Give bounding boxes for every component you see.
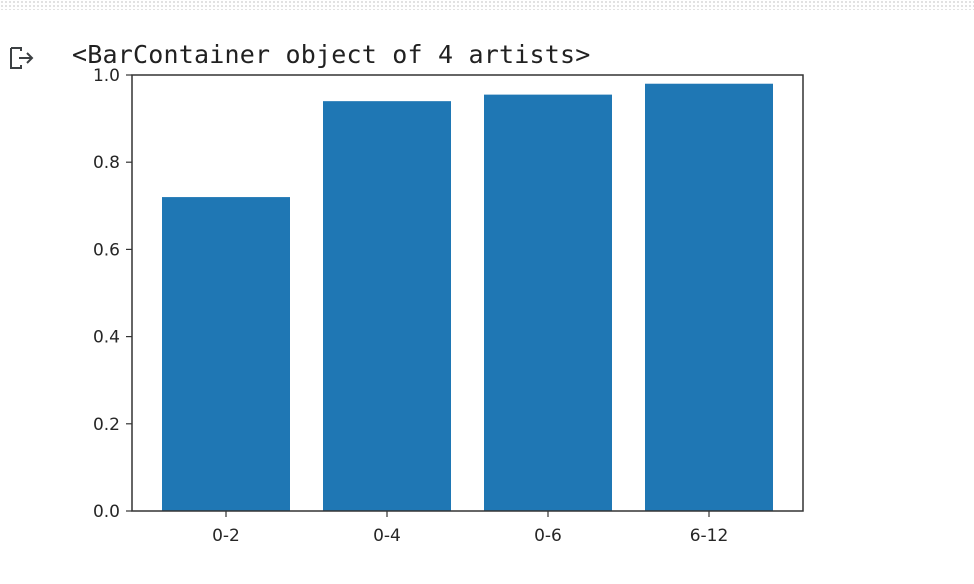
- axes-frame: [131, 74, 804, 512]
- y-tick-label: 0.8: [93, 153, 120, 173]
- x-tick-label: 0-2: [212, 526, 240, 546]
- bar-0-6: [484, 94, 612, 512]
- x-tick-label: 6-12: [690, 526, 729, 546]
- y-tick-label: 0.4: [93, 328, 120, 348]
- y-tick-label: 1.0: [93, 66, 120, 86]
- y-tick-label: 0.2: [93, 415, 120, 435]
- bar-0-2: [162, 197, 290, 511]
- output-cell: <BarContainer object of 4 artists>: [0, 10, 974, 584]
- output-text: <BarContainer object of 4 artists>: [72, 40, 591, 69]
- cell-top-border: [0, 0, 974, 10]
- output-redirect-icon[interactable]: [8, 46, 38, 70]
- y-tick-label: 0.6: [93, 240, 120, 260]
- x-tick-label: 0-6: [534, 526, 562, 546]
- bar-6-12: [645, 83, 773, 511]
- x-tick-label: 0-4: [373, 526, 401, 546]
- bar-0-4: [323, 101, 451, 511]
- y-tick-label: 0.0: [93, 502, 120, 522]
